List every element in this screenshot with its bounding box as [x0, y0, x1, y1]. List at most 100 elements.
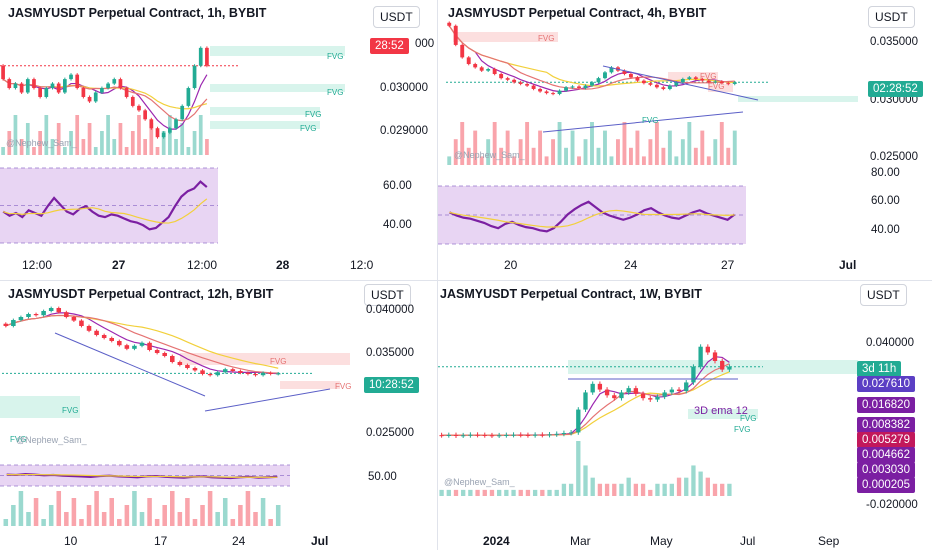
candle-body — [124, 345, 130, 349]
currency-selector[interactable]: USDT — [868, 6, 915, 28]
volume-bar — [447, 156, 452, 165]
candle-body — [540, 434, 545, 436]
volume-bar — [662, 483, 667, 496]
volume-bar — [691, 465, 696, 496]
fvg-label: FVG — [740, 414, 757, 423]
candle-body — [13, 83, 18, 89]
pane-divider-vertical[interactable] — [437, 0, 438, 550]
candle-body — [680, 78, 685, 83]
volume-bar — [222, 498, 228, 526]
volume-bar — [706, 156, 711, 165]
candle-body — [590, 82, 594, 86]
volume-bar — [25, 123, 30, 155]
candle-body — [177, 362, 183, 365]
currency-selector[interactable]: USDT — [373, 6, 420, 28]
volume-bar — [674, 156, 679, 165]
candle-body — [71, 317, 77, 321]
volume-bar — [489, 489, 495, 496]
price-label: 0.040000 — [366, 304, 414, 316]
pane-divider-horizontal[interactable] — [0, 280, 932, 281]
volume-bar — [596, 147, 601, 165]
volume-bar — [93, 147, 98, 155]
chart-pane-12h[interactable]: JASMYUSDT Perpetual Contract, 12h, BYBIT… — [0, 281, 437, 550]
rsi-level-label: 60.00 — [383, 180, 412, 192]
candle-body — [56, 83, 61, 93]
value-tag: 0.016820 — [857, 397, 915, 413]
chart-pane-1w[interactable]: JASMYUSDT Perpetual Contract, 1W, BYBIT … — [438, 281, 932, 550]
price-label: 0.040000 — [866, 337, 914, 349]
candle-body — [86, 326, 92, 331]
volume-bar — [551, 139, 556, 165]
volume-bar — [170, 491, 175, 526]
candle-body — [447, 22, 452, 26]
fvg-label: FVG — [305, 110, 322, 119]
candle-body — [180, 105, 185, 120]
candle-body — [100, 88, 104, 93]
volume-bar — [38, 131, 42, 155]
rsi-level-label: 60.00 — [871, 195, 900, 207]
volume-bar — [207, 491, 213, 526]
candle-body — [143, 110, 147, 120]
currency-selector[interactable]: USDT — [364, 284, 411, 306]
volume-bar — [590, 477, 595, 496]
candle-body — [50, 83, 55, 89]
volume-bar — [162, 505, 167, 526]
volume-bar — [640, 483, 646, 496]
chart-title: JASMYUSDT Perpetual Contract, 1W, BYBIT — [440, 287, 702, 301]
chart-canvas-1h[interactable] — [0, 0, 437, 280]
chart-pane-4h[interactable]: JASMYUSDT Perpetual Contract, 4h, BYBIT … — [438, 0, 932, 280]
candle-body — [583, 392, 588, 410]
watermark: @Nephew_Sam_ — [444, 477, 515, 487]
candle-body — [87, 96, 92, 102]
candle-body — [518, 82, 523, 84]
volume-bar — [41, 519, 46, 526]
fvg-zone — [708, 84, 733, 92]
volume-bar — [676, 477, 682, 496]
candle-body — [460, 44, 465, 58]
volume-bar — [26, 512, 31, 526]
x-axis-label: 2024 — [483, 534, 510, 548]
candle-body — [139, 342, 145, 346]
fvg-label: FVG — [62, 406, 79, 415]
volume-bar — [687, 122, 692, 165]
rsi-level-label: 40.00 — [871, 224, 900, 236]
candle-body — [25, 79, 30, 93]
candle-body — [132, 345, 137, 349]
volume-bar — [268, 519, 273, 526]
candle-body — [505, 78, 510, 80]
volume-bar — [56, 123, 61, 155]
volume-bar — [260, 498, 266, 526]
chart-canvas-1w[interactable] — [438, 281, 932, 550]
candle-body — [186, 88, 191, 106]
fvg-zone — [210, 84, 345, 92]
chart-canvas-12h[interactable] — [0, 281, 437, 550]
volume-bar — [11, 505, 16, 526]
volume-bar — [475, 489, 480, 496]
candle-body — [79, 320, 84, 326]
currency-selector[interactable]: USDT — [860, 284, 907, 306]
candle-body — [525, 83, 530, 86]
candle-body — [551, 93, 556, 95]
volume-bar — [1, 147, 5, 155]
volume-bar — [532, 489, 538, 496]
volume-bar — [75, 115, 80, 155]
candle-body — [641, 80, 646, 84]
watermark: @Nephew_Sam_ — [6, 138, 77, 148]
volume-bar — [482, 489, 487, 496]
candle-body — [215, 372, 220, 376]
x-axis-label: May — [650, 534, 673, 548]
fvg-zone — [210, 46, 345, 56]
chart-pane-1h[interactable]: JASMYUSDT Perpetual Contract, 1h, BYBIT … — [0, 0, 437, 280]
x-axis-label: Sep — [818, 534, 840, 548]
candle-body — [635, 77, 640, 81]
candle-body — [117, 341, 122, 346]
fvg-zone — [210, 121, 320, 129]
chart-canvas-4h[interactable] — [438, 0, 932, 280]
fvg-label: FVG — [700, 72, 717, 81]
volume-bar — [497, 489, 502, 496]
volume-bar — [518, 489, 523, 496]
candle-body — [640, 393, 646, 399]
volume-bar — [33, 498, 39, 526]
candle-body — [713, 81, 718, 83]
ema-label: 3D ema 12 — [694, 405, 748, 417]
